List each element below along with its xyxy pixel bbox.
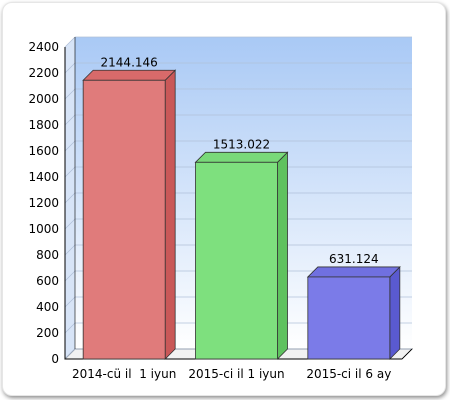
grid-line-side bbox=[64, 62, 76, 74]
bar-value-label: 1513.022 bbox=[213, 137, 270, 151]
bar-front bbox=[307, 276, 391, 360]
y-tick-label: 400 bbox=[36, 300, 59, 314]
grid-line-side bbox=[64, 270, 76, 282]
bar-side bbox=[389, 265, 401, 360]
bar-top bbox=[82, 69, 177, 81]
bar-top bbox=[306, 266, 401, 278]
grid-line-side bbox=[64, 88, 76, 100]
bar-2: 1513.022 bbox=[194, 137, 289, 360]
grid-line-side bbox=[64, 36, 76, 48]
bar-front bbox=[82, 79, 166, 360]
y-tick-label: 2200 bbox=[28, 66, 59, 80]
grid-line-side bbox=[64, 192, 76, 204]
y-axis-ticks: 0 200 400 600 800 1000 1200 1400 1600 1800 2000 220… bbox=[28, 40, 59, 366]
bar-value-label: 2144.146 bbox=[101, 55, 158, 69]
y-tick-label: 0 bbox=[51, 352, 59, 366]
floor-edge bbox=[401, 348, 413, 360]
y-tick-label: 1800 bbox=[28, 118, 59, 132]
grid-line-side bbox=[64, 218, 76, 230]
y-tick-label: 1000 bbox=[28, 222, 59, 236]
bars: 2144.146 1513.022 631.124 bbox=[82, 55, 401, 360]
bar-value-label: 631.124 bbox=[329, 252, 379, 266]
bar-top bbox=[194, 151, 289, 163]
grid-line-side bbox=[64, 114, 76, 126]
y-tick-label: 1200 bbox=[28, 196, 59, 210]
y-tick-label: 2400 bbox=[28, 40, 59, 54]
bar-3: 631.124 bbox=[306, 252, 401, 360]
y-tick-label: 1400 bbox=[28, 170, 59, 184]
grid-line-side bbox=[64, 348, 76, 360]
bar-front bbox=[195, 161, 278, 360]
y-tick-label: 200 bbox=[36, 326, 59, 340]
grid-line-side bbox=[64, 140, 76, 152]
y-tick-label: 2000 bbox=[28, 92, 59, 106]
y-tick-label: 600 bbox=[36, 274, 59, 288]
y-tick-label: 800 bbox=[36, 248, 59, 262]
grid-line-side bbox=[64, 166, 76, 178]
grid-line-side bbox=[64, 296, 76, 308]
x-axis-labels: 2014-cü il 1 iyun 2015-ci il 1 iyun 2015-c… bbox=[72, 367, 391, 381]
grid-line-side bbox=[64, 322, 76, 334]
y-tick-label: 1600 bbox=[28, 144, 59, 158]
x-category-label: 2015-ci il 6 ay bbox=[306, 367, 391, 381]
bar-side bbox=[164, 69, 176, 360]
x-category-label: 2015-ci il 1 iyun bbox=[188, 367, 284, 381]
x-category-label: 2014-cü il 1 iyun bbox=[72, 367, 176, 381]
grid-line-side bbox=[64, 244, 76, 256]
bar-side bbox=[277, 151, 288, 360]
bar-1: 2144.146 bbox=[82, 55, 177, 360]
